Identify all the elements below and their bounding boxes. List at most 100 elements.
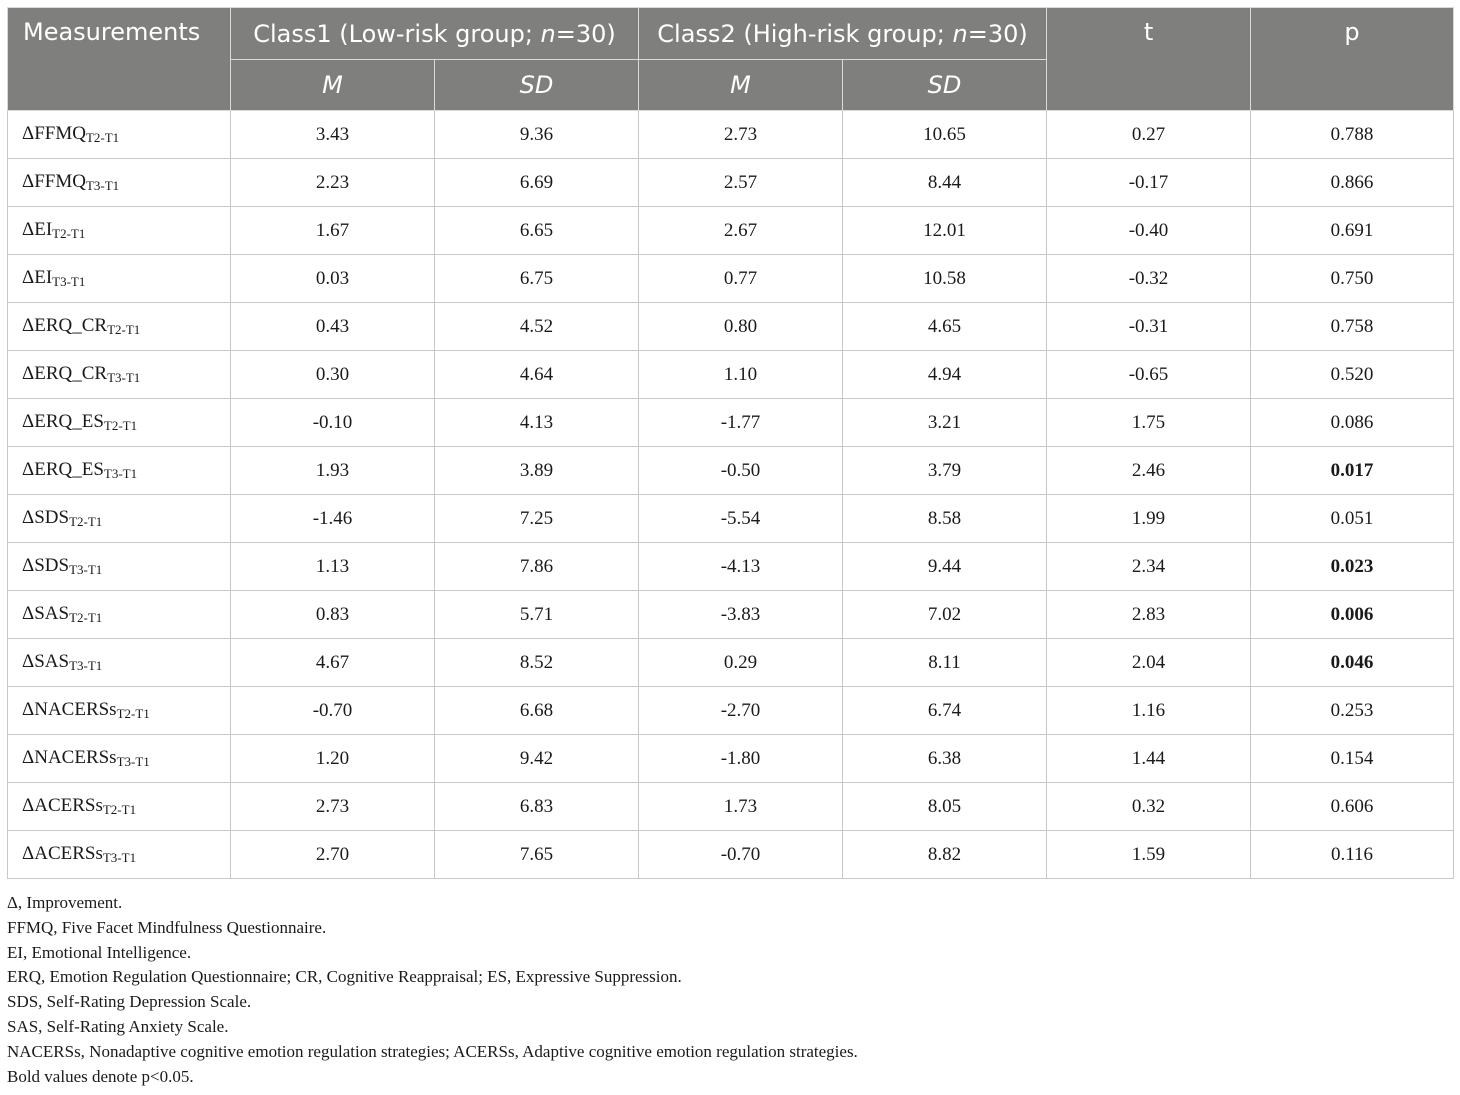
class1-sd-cell: 6.83: [433, 782, 640, 831]
measurement-name: ΔEI: [22, 219, 53, 240]
table-row: ΔSDST2-T1 -1.46 7.25 -5.54 8.58 1.99 0.051: [7, 494, 1455, 543]
p-cell: 0.116: [1250, 830, 1455, 879]
table-row: ΔSAST2-T1 0.83 5.71 -3.83 7.02 2.83 0.006: [7, 590, 1455, 639]
measurement-timepoint: T3-T1: [102, 850, 137, 865]
class2-m-cell: -1.77: [638, 398, 844, 447]
p-cell: 0.046: [1250, 638, 1455, 687]
class2-m-cell: -2.70: [638, 686, 844, 735]
measurement-label: ΔNACERSsT2-T1: [7, 686, 231, 735]
class2-sd-cell: 9.44: [842, 542, 1048, 591]
class1-sd-cell: 4.64: [433, 350, 640, 399]
table-row: ΔEIT2-T1 1.67 6.65 2.67 12.01 -0.40 0.691: [7, 206, 1455, 255]
footnote-line: SAS, Self-Rating Anxiety Scale.: [7, 1016, 229, 1036]
t-cell: 2.46: [1046, 446, 1252, 495]
table-row: ΔERQ_EST2-T1 -0.10 4.13 -1.77 3.21 1.75 0.086: [7, 398, 1455, 447]
table-row: ΔFFMQT2-T1 3.43 9.36 2.73 10.65 0.27 0.788: [7, 110, 1455, 159]
measurement-name: ΔNACERSs: [22, 747, 117, 768]
class1-m-cell: 4.67: [230, 638, 435, 687]
t-cell: 0.27: [1046, 110, 1252, 159]
class1-m-cell: 1.13: [230, 542, 435, 591]
t-cell: 1.16: [1046, 686, 1252, 735]
class1-m-cell: 2.70: [230, 830, 435, 879]
class2-sd-cell: 6.38: [842, 734, 1048, 783]
table-row: ΔSAST3-T1 4.67 8.52 0.29 8.11 2.04 0.046: [7, 638, 1455, 687]
measurement-name: ΔFFMQ: [22, 123, 86, 144]
measurement-name: ΔERQ_ES: [22, 459, 104, 480]
measurement-label: ΔFFMQT2-T1: [7, 110, 231, 159]
class2-sd-cell: 6.74: [842, 686, 1048, 735]
measurement-timepoint: T3-T1: [107, 370, 141, 385]
header-class2-sd: SD: [842, 59, 1048, 111]
measurement-name: ΔSAS: [22, 651, 70, 672]
measurement-timepoint: T2-T1: [103, 418, 138, 433]
measurement-label: ΔERQ_CRT2-T1: [7, 302, 231, 351]
table-row: ΔEIT3-T1 0.03 6.75 0.77 10.58 -0.32 0.750: [7, 254, 1455, 303]
class2-sd-cell: 7.02: [842, 590, 1048, 639]
footnote-line: Bold values denote p<0.05.: [7, 1066, 194, 1086]
header-class1: Class1 (Low-risk group; n=30): [229, 7, 640, 60]
measurement-timepoint: T2-T1: [69, 610, 103, 625]
class2-sd-cell: 4.65: [842, 302, 1048, 351]
header-class1-sd: SD: [433, 59, 640, 111]
class2-sd-cell: 12.01: [842, 206, 1048, 255]
class2-sd-cell: 8.05: [842, 782, 1048, 831]
class2-sd-cell: 8.44: [842, 158, 1048, 207]
measurement-label: ΔSDST2-T1: [7, 494, 231, 543]
measurement-label: ΔFFMQT3-T1: [7, 158, 231, 207]
footnote-line: EI, Emotional Intelligence.: [7, 942, 192, 962]
class1-sd-cell: 3.89: [433, 446, 640, 495]
measurement-name: ΔSDS: [22, 507, 70, 528]
class1-m-cell: -0.70: [230, 686, 435, 735]
measurement-label: ΔNACERSsT3-T1: [7, 734, 231, 783]
footnote-line: FFMQ, Five Facet Mindfulness Questionnai…: [7, 917, 327, 937]
t-cell: 1.44: [1046, 734, 1252, 783]
class1-sd-cell: 6.75: [433, 254, 640, 303]
p-cell: 0.154: [1250, 734, 1455, 783]
measurement-name: ΔERQ_CR: [22, 315, 108, 336]
header-class2-m: M: [638, 59, 844, 111]
measurement-name: ΔSAS: [22, 603, 70, 624]
class1-m-cell: 0.43: [230, 302, 435, 351]
class1-sd-cell: 8.52: [433, 638, 640, 687]
table-body: ΔFFMQT2-T1 3.43 9.36 2.73 10.65 0.27 0.788 ΔFFM…: [7, 110, 1455, 879]
p-cell: 0.758: [1250, 302, 1455, 351]
p-cell: 0.017: [1250, 446, 1455, 495]
table-row: ΔACERSsT3-T1 2.70 7.65 -0.70 8.82 1.59 0.116: [7, 830, 1455, 879]
class2-m-cell: 0.77: [638, 254, 844, 303]
class1-m-cell: 2.73: [230, 782, 435, 831]
measurement-label: ΔACERSsT2-T1: [7, 782, 231, 831]
class2-sd-cell: 3.79: [842, 446, 1048, 495]
p-cell: 0.750: [1250, 254, 1455, 303]
table-row: ΔFFMQT3-T1 2.23 6.69 2.57 8.44 -0.17 0.866: [7, 158, 1455, 207]
class1-m-cell: 0.03: [230, 254, 435, 303]
class2-m-cell: 2.57: [638, 158, 844, 207]
measurement-label: ΔSAST3-T1: [7, 638, 231, 687]
class1-sd-cell: 4.52: [433, 302, 640, 351]
p-cell: 0.520: [1250, 350, 1455, 399]
class2-m-cell: -1.80: [638, 734, 844, 783]
class1-sd-cell: 6.65: [433, 206, 640, 255]
class2-m-cell: -0.50: [638, 446, 844, 495]
measurement-name: ΔNACERSs: [22, 699, 117, 720]
measurement-timepoint: T3-T1: [103, 466, 138, 481]
class1-sd-cell: 6.68: [433, 686, 640, 735]
table-header: Measurements Class1 (Low-risk group; n=3…: [7, 7, 1455, 111]
class2-m-cell: 1.73: [638, 782, 844, 831]
footnote-line: Δ, Improvement.: [7, 893, 123, 912]
t-cell: -0.31: [1046, 302, 1252, 351]
footnotes: Δ, Improvement. FFMQ, Five Facet Mindfuln…: [7, 891, 1447, 1089]
class2-sd-cell: 10.58: [842, 254, 1048, 303]
class2-m-cell: -5.54: [638, 494, 844, 543]
class2-sd-cell: 8.58: [842, 494, 1048, 543]
p-cell: 0.253: [1250, 686, 1455, 735]
measurement-name: ΔEI: [22, 267, 53, 288]
measurement-label: ΔACERSsT3-T1: [7, 830, 231, 879]
class2-sd-cell: 8.11: [842, 638, 1048, 687]
t-cell: -0.40: [1046, 206, 1252, 255]
class1-sd-cell: 9.42: [433, 734, 640, 783]
class2-m-cell: -0.70: [638, 830, 844, 879]
measurement-timepoint: T3-T1: [116, 754, 150, 769]
p-cell: 0.051: [1250, 494, 1455, 543]
measurement-timepoint: T3-T1: [69, 562, 103, 577]
table-row: ΔERQ_CRT3-T1 0.30 4.64 1.10 4.94 -0.65 0.520: [7, 350, 1455, 399]
